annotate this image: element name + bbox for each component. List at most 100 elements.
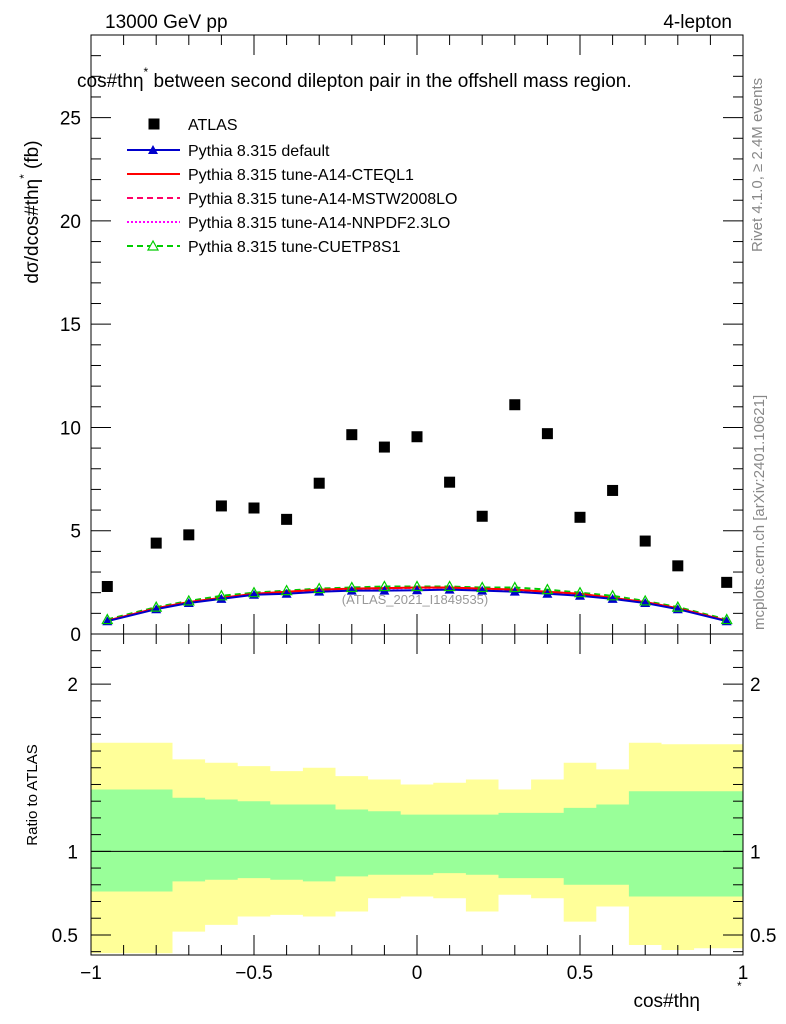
mcplots-label: mcplots.cern.ch [arXiv:2401.10621] <box>751 395 768 630</box>
x-axis-label-base: cos#thη <box>633 991 700 1012</box>
ratio-y-tick-label: 2 <box>67 675 78 696</box>
legend-marker-open <box>146 239 160 251</box>
atlas-data-point <box>476 510 488 522</box>
channel-label: 4-lepton <box>663 12 732 33</box>
mc-marker-open <box>378 580 391 592</box>
mc-marker-open <box>313 582 326 594</box>
mc-marker <box>412 585 422 595</box>
rivet-label: Rivet 4.1.0, ≥ 2.4M events <box>749 78 766 252</box>
atlas-data-point <box>607 484 619 496</box>
main-plot-area <box>101 399 733 626</box>
mc-marker-open <box>215 589 228 601</box>
main-y-tick-label: 20 <box>60 212 81 233</box>
x-axis-label-sup: * <box>737 979 742 993</box>
legend-label: Pythia 8.315 tune-A14-CTEQL1 <box>188 167 414 184</box>
mc-marker-open <box>280 584 293 596</box>
atlas-data-point <box>639 535 651 547</box>
x-tick-label: −0.5 <box>235 963 273 984</box>
atlas-data-point <box>721 576 733 588</box>
atlas-data-point <box>281 513 293 525</box>
plot-title-rest: between second dilepton pair in the offs… <box>148 71 631 92</box>
ratio-y-tick-label: 1 <box>67 842 78 863</box>
mc-marker <box>314 586 325 596</box>
mc-marker-open <box>247 586 261 598</box>
mc-marker <box>477 585 488 595</box>
legend-atlas-marker <box>148 118 160 130</box>
main-y-tick-label: 5 <box>70 522 81 543</box>
legend-marker <box>148 145 158 154</box>
plot-title-base: cos#thη <box>77 71 144 92</box>
ratio-panel: 0.5 0.51 12 2−1 −0.5 0 0.5 1 <box>52 633 776 984</box>
atlas-data-point <box>541 428 553 440</box>
mc-marker-open <box>101 613 114 625</box>
legend-label: Pythia 8.315 tune-A14-MSTW2008LO <box>188 191 457 208</box>
mc-marker-open <box>345 581 358 593</box>
atlas-data-point <box>411 431 423 443</box>
legend-atlas-label: ATLAS <box>188 117 238 134</box>
main-y-axis-label: dσ/dcos#thη* (fb) <box>17 140 43 283</box>
mc-marker-open <box>720 613 733 625</box>
atlas-data-point <box>509 399 521 411</box>
ratio-y-tick-label-right: 2 <box>750 675 761 696</box>
mc-marker <box>281 588 292 598</box>
mc-marker-open <box>410 580 424 592</box>
x-axis-label: cos#thη <box>633 991 700 1012</box>
atlas-data-point <box>313 477 325 489</box>
mc-marker-open <box>541 583 554 595</box>
main-y-tick-label: 25 <box>60 109 81 130</box>
mc-marker-open <box>639 594 652 606</box>
mc-marker <box>575 590 585 600</box>
main-y-axis-label-rest: (fb) <box>22 140 43 174</box>
ratio-plot-area <box>91 742 743 954</box>
mc-marker-open <box>508 581 521 593</box>
plot-title-sup: * <box>144 65 149 79</box>
atlas-data-point <box>150 537 162 549</box>
main-y-tick-label: 0 <box>70 625 81 646</box>
mc-marker-open <box>671 600 684 612</box>
energy-label: 13000 GeV pp <box>105 12 228 33</box>
analysis-watermark: (ATLAS_2021_I1849535) <box>342 592 488 607</box>
x-tick-label: 0.5 <box>567 963 593 984</box>
mc-marker <box>216 593 227 603</box>
mc-marker-open <box>476 581 489 593</box>
atlas-data-point <box>378 441 390 453</box>
atlas-data-point <box>248 502 260 514</box>
mc-marker-open <box>150 600 163 612</box>
atlas-data-point <box>574 511 586 523</box>
legend: ATLAS Pythia 8.315 default Pythia 8.315 tu… <box>127 117 457 256</box>
main-y-tick-label: 10 <box>60 418 81 439</box>
mc-marker <box>444 584 455 594</box>
main-y-axis-label-sup: * <box>17 174 31 179</box>
atlas-data-point <box>672 560 684 572</box>
ratio-axes: 0.5 0.51 12 2−1 −0.5 0 0.5 1 <box>52 634 776 984</box>
mc-marker <box>346 585 357 595</box>
main-axes: 0 5 10 15 20 25 <box>60 35 744 646</box>
legend-label: Pythia 8.315 default <box>188 143 330 160</box>
plot-title: cos#thη* between second dilepton pair in… <box>77 65 632 92</box>
x-tick-label: 1 <box>738 963 749 984</box>
atlas-data-point <box>444 476 456 488</box>
mc-marker-open <box>573 586 587 598</box>
atlas-data-point <box>183 529 195 541</box>
main-y-axis-label-group: dσ/dcos#thη* (fb) <box>17 140 43 283</box>
main-y-tick-label: 15 <box>60 315 81 336</box>
mc-marker-open <box>606 589 619 601</box>
main-panel: 0 5 10 15 20 25 <box>60 34 744 646</box>
ratio-y-axis-label: Ratio to ATLAS <box>24 744 41 845</box>
ratio-y-tick-label-right: 0.5 <box>750 926 776 947</box>
mc-marker-open <box>443 580 456 592</box>
x-tick-label: −1 <box>80 963 102 984</box>
mc-marker-open <box>182 594 195 606</box>
legend-label: Pythia 8.315 tune-CUETP8S1 <box>188 239 401 256</box>
legend-label: Pythia 8.315 tune-A14-NNPDF2.3LO <box>188 215 450 232</box>
x-tick-label: 0 <box>412 963 423 984</box>
atlas-data-point <box>215 500 227 512</box>
ratio-y-tick-label: 0.5 <box>52 926 78 947</box>
ratio-y-tick-label-right: 1 <box>750 842 761 863</box>
atlas-data-point <box>346 429 358 441</box>
atlas-data-point <box>101 580 113 592</box>
ratio-inner-band <box>91 789 743 897</box>
main-y-axis-label-base: dσ/dcos#thη <box>22 179 43 284</box>
mc-marker <box>607 593 618 603</box>
